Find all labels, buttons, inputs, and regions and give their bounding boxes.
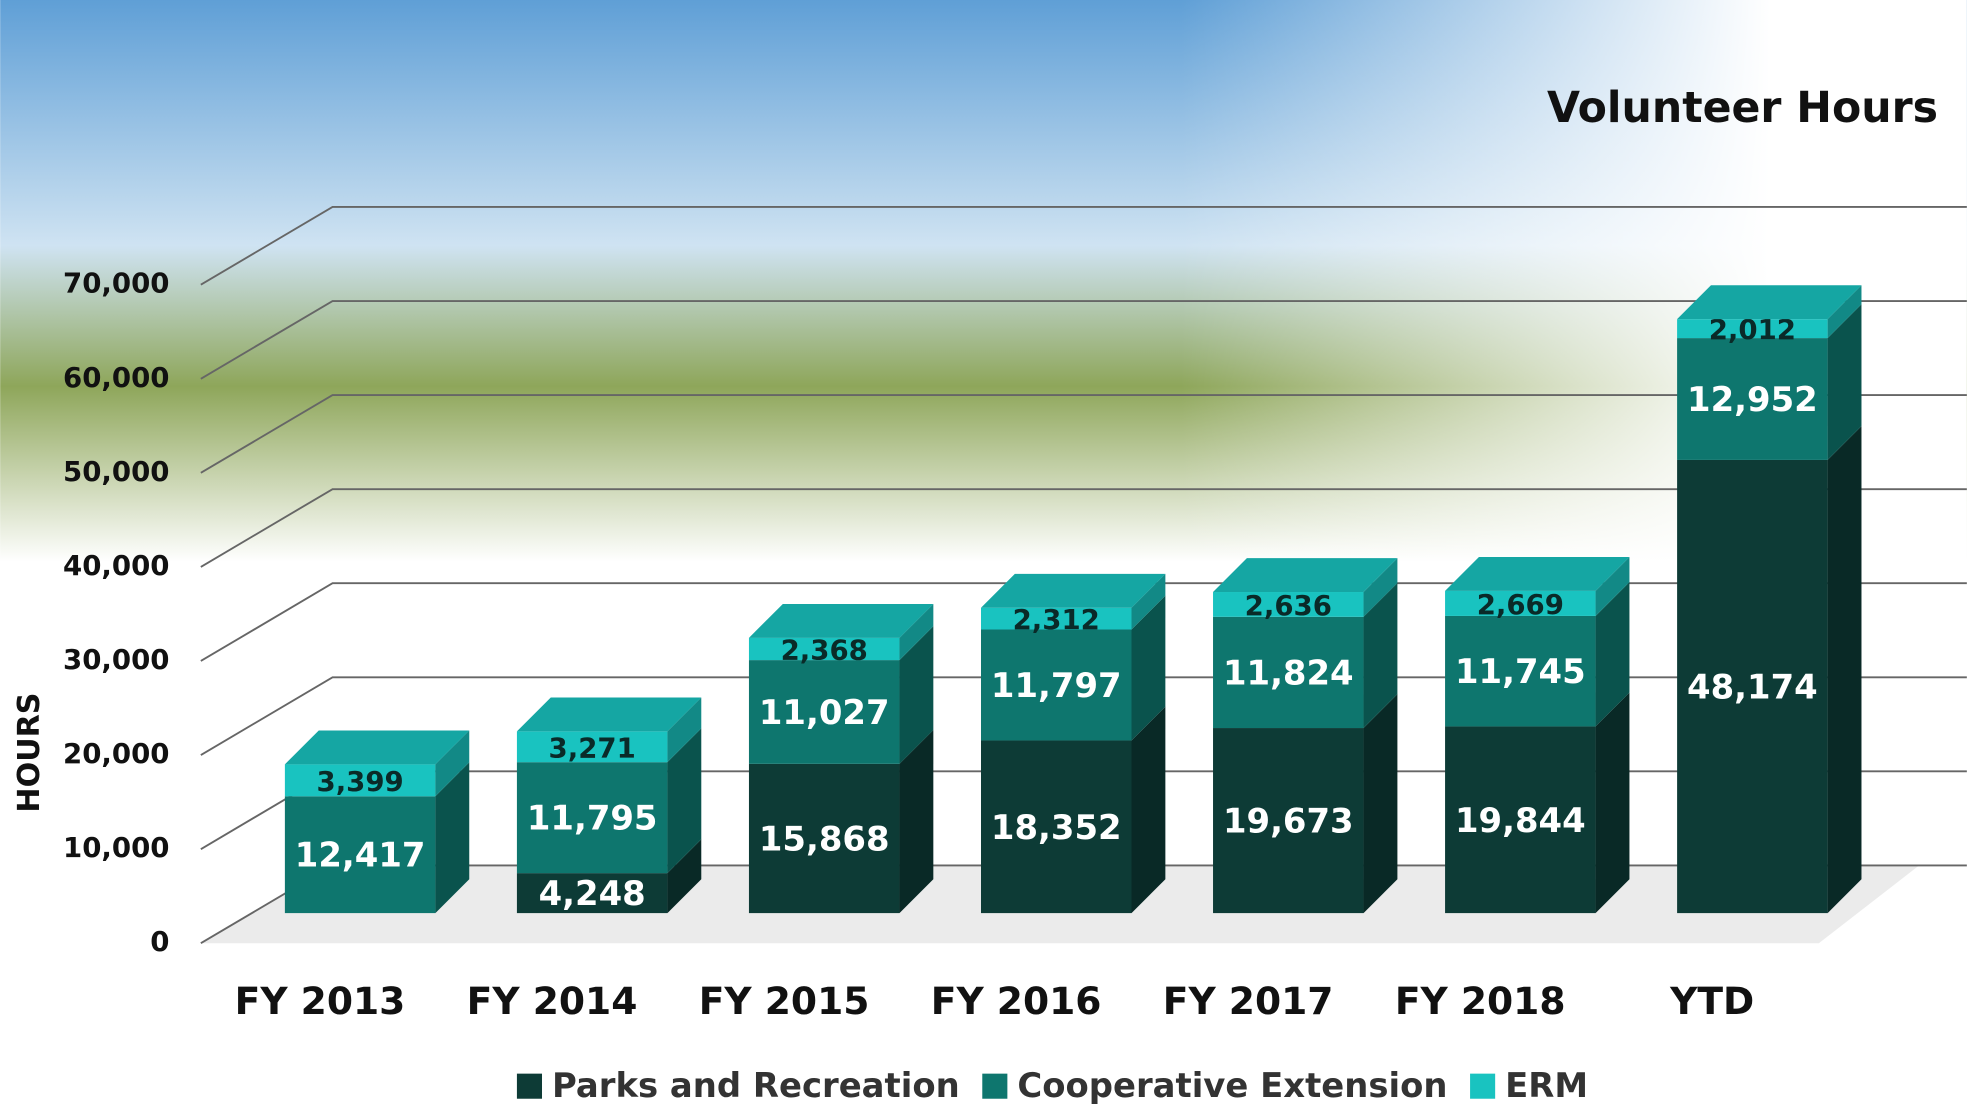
x-tick-label: FY 2016 bbox=[931, 979, 1102, 1023]
bar-side bbox=[1132, 707, 1166, 914]
value-label: 12,952 bbox=[1687, 380, 1818, 419]
x-tick-label: FY 2017 bbox=[1163, 979, 1334, 1023]
value-label: 11,745 bbox=[1455, 652, 1586, 691]
value-label: 19,673 bbox=[1223, 802, 1354, 841]
chart: Volunteer Hours HOURS 0 10,000 20,000 30,00… bbox=[0, 0, 1967, 1105]
legend-label: ERM bbox=[1505, 1066, 1588, 1105]
value-label: 2,636 bbox=[1245, 589, 1332, 622]
value-label: 2,669 bbox=[1477, 588, 1564, 621]
y-axis-label: HOURS bbox=[12, 693, 47, 813]
x-tick-label: FY 2014 bbox=[467, 979, 638, 1023]
legend-swatch bbox=[982, 1074, 1007, 1099]
x-tick-label: FY 2018 bbox=[1395, 979, 1566, 1023]
value-label: 4,248 bbox=[539, 874, 646, 913]
value-label: 12,417 bbox=[295, 836, 426, 875]
value-label: 15,868 bbox=[759, 819, 890, 858]
value-label: 11,795 bbox=[527, 799, 658, 838]
value-label: 2,312 bbox=[1013, 603, 1100, 636]
value-label: 2,368 bbox=[781, 633, 868, 666]
value-label: 3,399 bbox=[317, 765, 404, 798]
y-tick-label: 70,000 bbox=[63, 267, 169, 300]
legend-label: Parks and Recreation bbox=[552, 1066, 960, 1105]
y-tick-label: 0 bbox=[150, 925, 169, 958]
legend-label: Cooperative Extension bbox=[1017, 1066, 1447, 1105]
value-label: 11,824 bbox=[1223, 653, 1354, 692]
value-label: 18,352 bbox=[991, 808, 1122, 847]
y-tick-label: 30,000 bbox=[63, 643, 169, 676]
bar-side bbox=[1828, 426, 1862, 913]
y-tick-label: 50,000 bbox=[63, 455, 169, 488]
bar-side bbox=[1364, 694, 1398, 913]
y-tick-label: 60,000 bbox=[63, 361, 169, 394]
y-tick-label: 20,000 bbox=[63, 737, 169, 770]
value-label: 48,174 bbox=[1687, 668, 1818, 707]
x-tick-label: FY 2013 bbox=[235, 979, 406, 1023]
value-label: 19,844 bbox=[1455, 801, 1586, 840]
value-label: 3,271 bbox=[549, 731, 636, 764]
x-tick-label: YTD bbox=[1669, 979, 1754, 1023]
y-tick-label: 40,000 bbox=[63, 549, 169, 582]
value-label: 11,797 bbox=[991, 666, 1122, 705]
chart-title: Volunteer Hours bbox=[1547, 83, 1938, 133]
legend-swatch bbox=[1470, 1074, 1495, 1099]
x-tick-label: FY 2015 bbox=[699, 979, 870, 1023]
value-label: 11,027 bbox=[759, 693, 890, 732]
y-tick-label: 10,000 bbox=[63, 831, 169, 864]
legend-swatch bbox=[517, 1074, 542, 1099]
bar-side bbox=[1596, 693, 1630, 914]
